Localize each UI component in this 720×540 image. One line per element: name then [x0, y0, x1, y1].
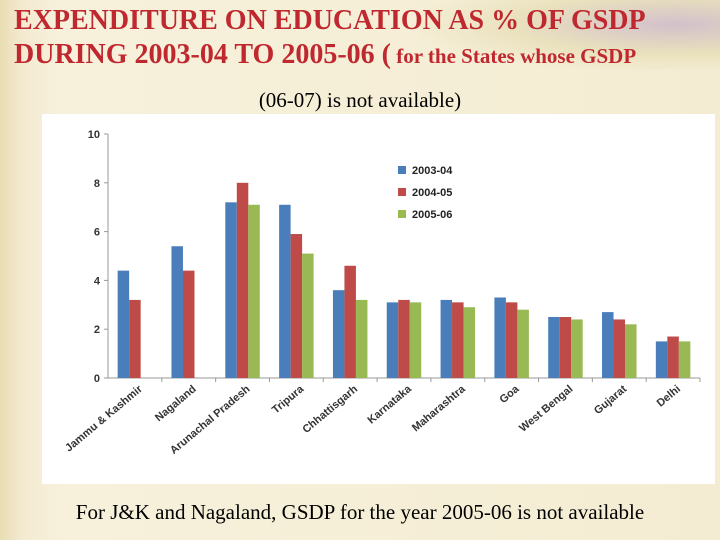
x-category-label: Nagaland — [153, 383, 199, 424]
title-main: EXPENDITURE ON EDUCATION AS % OF GSDP DU… — [14, 5, 645, 70]
bar — [117, 270, 130, 378]
bar — [386, 302, 399, 378]
legend-swatch — [398, 188, 406, 196]
bar — [182, 270, 195, 378]
bar — [355, 299, 368, 378]
x-category-label: Tripura — [270, 383, 307, 417]
bar — [613, 319, 626, 378]
slide-subtitle: (06-07) is not available) — [258, 88, 462, 112]
title-small: for the States whose GSDP — [390, 44, 637, 68]
y-tick-label: 2 — [94, 324, 100, 336]
bar — [332, 290, 345, 378]
bar — [678, 341, 691, 378]
y-tick-label: 6 — [94, 227, 100, 239]
bar — [463, 307, 476, 378]
bar — [248, 204, 260, 378]
y-tick-label: 4 — [94, 275, 101, 287]
x-category-label: Goa — [497, 383, 522, 407]
bar — [452, 302, 464, 378]
bar — [279, 204, 291, 378]
x-category-label: Jammu & Kashmir — [63, 383, 145, 455]
bar — [225, 202, 237, 378]
bar — [625, 324, 637, 378]
bar — [602, 312, 614, 378]
legend-label: 2005-06 — [412, 209, 452, 221]
decorative-swirl — [420, 0, 720, 70]
legend-swatch — [398, 166, 406, 174]
chart-area: 0 2 4 6 8 10 Jammu & Kashmir Nagaland Arunachal … — [42, 114, 715, 484]
bar — [290, 234, 303, 378]
x-category-label: Karnataka — [365, 383, 414, 427]
bar — [548, 317, 560, 378]
bar — [667, 336, 679, 378]
y-tick-label: 10 — [88, 129, 100, 141]
y-tick-label: 0 — [94, 373, 100, 385]
bar — [344, 265, 356, 378]
bar — [517, 309, 529, 378]
bar — [571, 319, 583, 378]
bar — [398, 299, 410, 378]
footnote: For J&K and Nagaland, GSDP for the year … — [75, 500, 645, 524]
bar — [655, 341, 668, 378]
bar — [129, 299, 141, 378]
y-tick-label: 8 — [94, 178, 100, 190]
x-category-label: Chhattisgarh — [300, 383, 360, 436]
x-category-label: Maharashtra — [410, 383, 468, 435]
bar — [494, 297, 506, 378]
x-category-label: Delhi — [655, 383, 683, 409]
bar — [440, 299, 453, 378]
bar — [302, 253, 314, 378]
bar — [236, 182, 249, 378]
x-category-label: West Bengal — [517, 383, 575, 434]
bar — [409, 302, 422, 378]
bar — [559, 317, 572, 378]
bar — [171, 246, 183, 378]
x-category-label: Gujarat — [592, 383, 629, 417]
legend-label: 2004-05 — [412, 187, 452, 199]
legend-label: 2003-04 — [412, 165, 453, 177]
legend-swatch — [398, 210, 406, 218]
bar — [505, 302, 518, 378]
slide-title: EXPENDITURE ON EDUCATION AS % OF GSDP DU… — [14, 4, 714, 73]
